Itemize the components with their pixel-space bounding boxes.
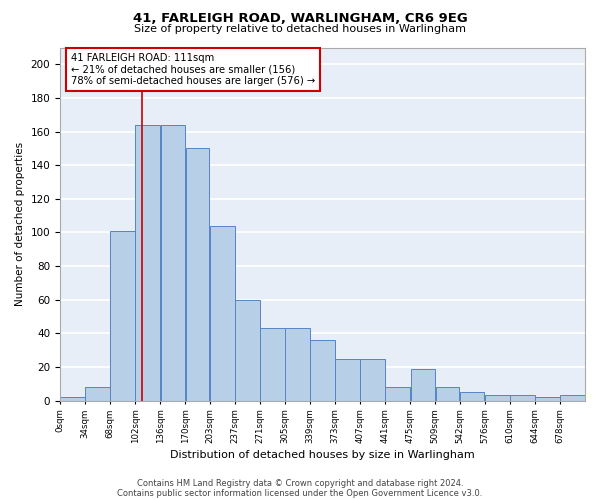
Bar <box>560 396 585 400</box>
Text: Size of property relative to detached houses in Warlingham: Size of property relative to detached ho… <box>134 24 466 34</box>
Bar <box>85 387 110 400</box>
Text: 41, FARLEIGH ROAD, WARLINGHAM, CR6 9EG: 41, FARLEIGH ROAD, WARLINGHAM, CR6 9EG <box>133 12 467 26</box>
Bar <box>260 328 284 400</box>
Bar <box>235 300 260 400</box>
Text: 41 FARLEIGH ROAD: 111sqm
← 21% of detached houses are smaller (156)
78% of semi-: 41 FARLEIGH ROAD: 111sqm ← 21% of detach… <box>71 53 315 86</box>
Bar <box>385 387 410 400</box>
Text: Contains HM Land Registry data © Crown copyright and database right 2024.
Contai: Contains HM Land Registry data © Crown c… <box>118 478 482 498</box>
Bar <box>110 230 135 400</box>
Bar <box>510 396 535 400</box>
Bar <box>436 387 460 400</box>
Bar <box>361 358 385 401</box>
Bar <box>285 328 310 400</box>
Bar <box>460 392 484 400</box>
Bar <box>136 125 160 400</box>
X-axis label: Distribution of detached houses by size in Warlingham: Distribution of detached houses by size … <box>170 450 475 460</box>
Bar <box>185 148 209 400</box>
Bar <box>535 397 560 400</box>
Bar <box>335 358 360 401</box>
Bar <box>60 397 85 400</box>
Bar <box>485 396 509 400</box>
Bar <box>410 368 435 400</box>
Bar <box>210 226 235 400</box>
Bar <box>161 125 185 400</box>
Y-axis label: Number of detached properties: Number of detached properties <box>15 142 25 306</box>
Bar <box>310 340 335 400</box>
